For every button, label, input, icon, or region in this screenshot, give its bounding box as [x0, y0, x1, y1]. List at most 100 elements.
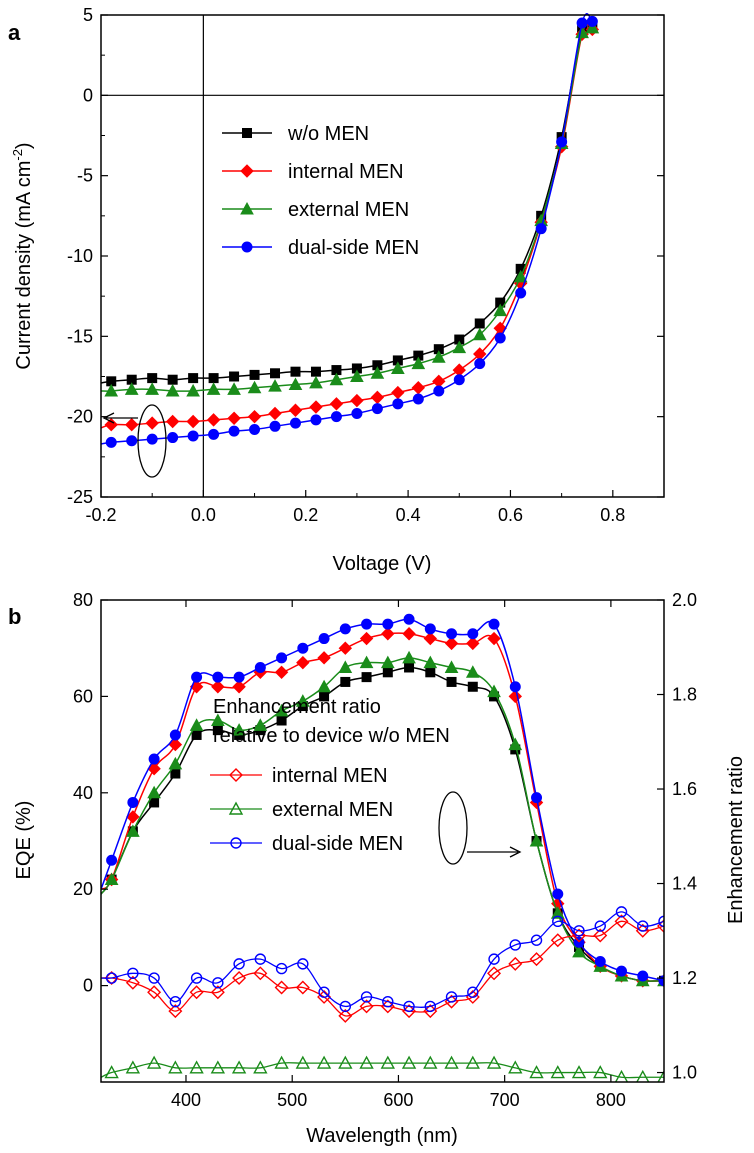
y2-tick-label: 1.2 — [672, 968, 697, 988]
eqe-point-dual-side-men — [509, 681, 521, 693]
eqe-point-dual-side-men — [488, 618, 500, 630]
data-point-external-men — [493, 303, 508, 317]
data-point-dual-side-men — [576, 17, 588, 29]
data-point-external-men — [452, 340, 467, 354]
panel-a-y-label-sup: -2 — [10, 149, 25, 161]
data-point-external-men — [350, 369, 364, 382]
eqe-point-external-men — [465, 665, 480, 678]
eqe-point-external-men — [232, 723, 246, 736]
eqe-point-internal-men — [168, 737, 183, 752]
panel-a-y-label: Current density (mA cm-2) — [10, 142, 35, 369]
panel-b-legend-title-2: relative to device w/o MEN — [213, 725, 450, 747]
legend-marker — [230, 837, 242, 849]
ratio-point-internal-men — [593, 928, 608, 943]
eqe-point-w-o-men — [446, 676, 457, 687]
y2-tick-label: 1.8 — [672, 685, 697, 705]
panel-b-y-ticks: 80 60 40 20 0 — [73, 590, 108, 996]
data-point-external-men — [472, 327, 487, 341]
data-point-w-o-men — [188, 373, 199, 384]
eqe-point-external-men — [317, 679, 331, 693]
ratio-point-external-men — [401, 1055, 417, 1069]
y-tick-label: 0 — [83, 976, 93, 996]
panel-a-y-label-close: ) — [13, 142, 35, 149]
data-point-dual-side-men — [351, 407, 363, 419]
data-point-w-o-men — [474, 318, 485, 329]
eqe-point-w-o-men — [191, 729, 202, 740]
data-point-external-men — [288, 377, 303, 391]
ratio-point-external-men — [295, 1055, 311, 1069]
eqe-point-dual-side-men — [148, 753, 160, 765]
panel-a-series — [100, 13, 600, 448]
eqe-point-dual-side-men — [446, 628, 458, 640]
ratio-point-internal-men — [614, 914, 629, 929]
ratio-point-external-men — [104, 1065, 119, 1079]
eqe-point-dual-side-men — [403, 613, 415, 625]
x-tick-label: 700 — [490, 1090, 520, 1110]
data-point-external-men — [206, 382, 221, 395]
legend-label-internal-men: internal MEN — [288, 161, 404, 183]
legend-label-external-men: external MEN — [288, 199, 409, 221]
y-tick-label: -5 — [77, 166, 93, 186]
ratio-point-external-men — [571, 1065, 587, 1079]
legend-marker — [240, 164, 254, 178]
data-point-dual-side-men — [586, 15, 598, 27]
left-axis-arrowhead — [102, 412, 115, 424]
ratio-point-dual-side-men — [594, 920, 606, 932]
data-point-dual-side-men — [310, 414, 322, 426]
eqe-point-external-men — [444, 660, 459, 673]
data-point-internal-men — [268, 406, 282, 421]
series-dual-side-men — [100, 13, 598, 448]
data-point-external-men — [124, 382, 139, 395]
eqe-point-external-men — [508, 737, 523, 751]
eqe-point-dual-side-men — [169, 729, 181, 741]
data-point-w-o-men — [208, 373, 219, 384]
eqe-point-external-men — [147, 785, 161, 799]
y-tick-label: -25 — [67, 487, 93, 507]
data-point-external-men — [391, 361, 405, 374]
ratio-point-dual-side-men — [148, 972, 160, 984]
eqe-point-external-men — [295, 694, 310, 707]
ratio-point-dual-side-men — [552, 915, 564, 928]
data-point-dual-side-men — [474, 358, 486, 370]
ratio-point-dual-side-men — [467, 986, 479, 998]
ratio-point-external-men — [550, 1065, 565, 1079]
data-point-dual-side-men — [515, 287, 527, 299]
ratio-point-external-men — [444, 1055, 459, 1069]
data-point-dual-side-men — [289, 417, 301, 429]
data-point-internal-men — [206, 413, 221, 427]
data-point-internal-men — [227, 411, 241, 425]
eqe-point-external-men — [529, 833, 544, 847]
eqe-point-dual-side-men — [531, 792, 543, 804]
eqe-point-internal-men — [296, 655, 310, 670]
data-point-dual-side-men — [228, 425, 240, 437]
ratio-point-dual-side-men — [360, 991, 373, 1003]
series-line-internal-men — [100, 23, 594, 429]
ratio-point-internal-men — [508, 956, 523, 971]
ratio-point-external-men — [168, 1060, 183, 1074]
left-axis-ellipse — [137, 404, 167, 478]
data-point-external-men — [431, 350, 446, 363]
eqe-point-external-men — [423, 655, 438, 669]
ratio-point-external-men — [316, 1055, 332, 1069]
eqe-point-external-men — [572, 944, 586, 958]
eqe-point-external-men — [550, 906, 565, 919]
y2-tick-label: 2.0 — [672, 590, 697, 610]
x-tick-label: 0.8 — [600, 505, 625, 525]
data-point-dual-side-men — [412, 393, 424, 405]
eqe-point-external-men — [189, 718, 204, 731]
ratio-point-dual-side-men — [509, 939, 521, 951]
eqe-point-external-men — [104, 872, 119, 886]
ratio-point-external-men — [274, 1055, 289, 1069]
data-point-external-men — [165, 383, 180, 397]
ratio-point-internal-men — [274, 980, 289, 995]
data-point-internal-men — [125, 417, 139, 432]
ratio-point-internal-men — [338, 1008, 353, 1023]
eqe-point-w-o-men — [340, 676, 351, 687]
data-point-external-men — [268, 379, 282, 392]
panel-a: a -0.2 0.0 0.2 0.4 0.6 0.8 5 0 -5 -10 -15 -20 -25 V… — [8, 5, 665, 575]
ratio-point-external-men — [593, 1065, 608, 1079]
ratio-point-external-men — [146, 1055, 162, 1069]
ratio-point-dual-side-men — [339, 1000, 352, 1013]
legend-label-w-o-men: w/o MEN — [287, 123, 369, 145]
panel-b-label: b — [8, 604, 21, 629]
